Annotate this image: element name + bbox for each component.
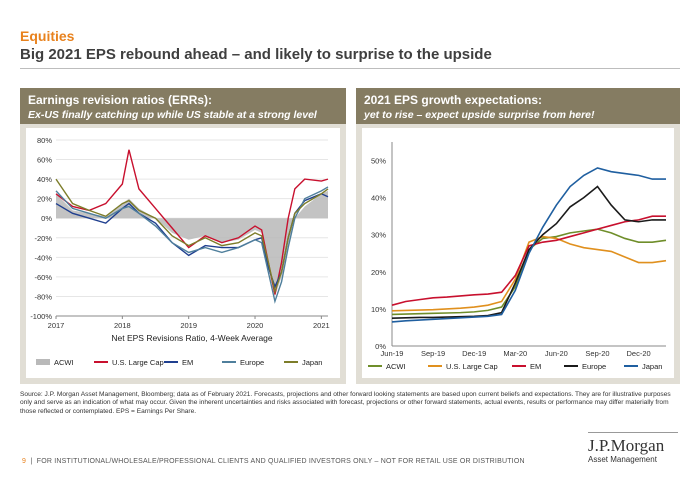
series-japan-line [391, 167, 666, 323]
y-tick-label: 0% [375, 342, 386, 351]
y-tick-label: 50% [371, 157, 386, 166]
left-panel-header: Earnings revision ratios (ERRs): Ex-US f… [20, 88, 346, 124]
page-number: 9 [22, 458, 27, 465]
series-us-large-cap-line [55, 149, 329, 295]
legend-label: U.S. Large Cap [446, 362, 498, 371]
legend-label: EM [182, 358, 193, 367]
series-europe-line [391, 185, 666, 319]
legend-label: EM [530, 362, 541, 371]
y-tick-label: 80% [37, 136, 52, 145]
page-title: Big 2021 EPS rebound ahead – and likely … [20, 46, 492, 63]
y-tick-label: 20% [371, 268, 386, 277]
right-chart-panel: 2021 EPS growth expectations: yet to ris… [356, 88, 680, 384]
y-tick-label: 10% [371, 305, 386, 314]
y-tick-label: 40% [371, 194, 386, 203]
right-panel-title: 2021 EPS growth expectations: [364, 93, 543, 107]
legend-label: U.S. Large Cap [112, 358, 164, 367]
y-tick-label: 30% [371, 231, 386, 240]
y-tick-label: 20% [37, 195, 52, 204]
x-tick-label: 2019 [180, 321, 197, 330]
y-tick-label: -80% [34, 292, 52, 301]
legend-label: Europe [240, 358, 264, 367]
left-panel-subtitle: Ex-US finally catching up while US stabl… [28, 109, 317, 121]
x-tick-label: Jun-19 [381, 349, 404, 358]
left-plot-area: 80% 60% 40% 20% 0% -20% -40% -60% -80% -100% 2017 2… [26, 128, 340, 378]
y-tick-label: -100% [30, 312, 52, 321]
x-tick-label: Sep-20 [585, 349, 609, 358]
footer-separator: | [28, 458, 35, 465]
footer: 9 | FOR INSTITUTIONAL/WHOLESALE/PROFESSI… [22, 458, 525, 465]
brand-subtitle: Asset Management [588, 455, 657, 464]
x-tick-label: 2017 [48, 321, 65, 330]
legend-swatch-acwi [36, 359, 50, 365]
brand-logo: J.P.Morgan Asset Management [588, 436, 664, 464]
legend-label: ACWI [386, 362, 406, 371]
series-acwi-area [56, 190, 328, 297]
x-tick-label: Sep-19 [421, 349, 445, 358]
x-tick-label: 2020 [247, 321, 264, 330]
y-tick-label: 60% [37, 156, 52, 165]
legend-label: Europe [582, 362, 606, 371]
eps-growth-chart: 50% 40% 30% 20% 10% 0%Jun-19 Sep-19 Dec-19 Mar-2… [368, 142, 667, 371]
legend-label: ACWI [54, 358, 74, 367]
y-tick-label: -40% [34, 253, 52, 262]
source-note: Source: J.P. Morgan Asset Management, Bl… [20, 391, 671, 415]
legend-label: Japan [642, 362, 662, 371]
left-chart-panel: Earnings revision ratios (ERRs): Ex-US f… [20, 88, 346, 384]
y-tick-label: 40% [37, 175, 52, 184]
y-tick-label: 0% [41, 214, 52, 223]
x-tick-label: Dec-19 [462, 349, 486, 358]
left-panel-title: Earnings revision ratios (ERRs): [28, 93, 213, 107]
brand-divider [588, 432, 678, 433]
series-em-line [391, 215, 666, 306]
series-europe-line [55, 186, 329, 304]
y-tick-label: -60% [34, 273, 52, 282]
err-chart: 80% 60% 40% 20% 0% -20% -40% -60% -80% -100%2017 2… [30, 136, 330, 367]
right-plot-area: 50% 40% 30% 20% 10% 0% Jun-19 Sep-19 Dec-19 Mar-2… [362, 128, 674, 378]
brand-name: J.P.Morgan [588, 436, 665, 455]
x-tick-label: Mar-20 [503, 349, 527, 358]
legend-label: Japan [302, 358, 322, 367]
footer-disclaimer: FOR INSTITUTIONAL/WHOLESALE/PROFESSIONAL… [36, 458, 525, 465]
y-tick-label: -20% [34, 234, 52, 243]
right-panel-subtitle: yet to rise – expect upside surprise fro… [364, 109, 595, 121]
section-label: Equities [20, 28, 75, 44]
x-tick-label: Jun-20 [545, 349, 568, 358]
x-tick-label: 2018 [114, 321, 131, 330]
chart-title: Net EPS Revisions Ratio, 4-Week Average [111, 333, 273, 343]
series-japan-line [55, 178, 329, 295]
series-us-large-cap-line [391, 235, 667, 312]
title-divider [20, 68, 680, 69]
x-tick-label: Dec-20 [627, 349, 651, 358]
x-tick-label: 2021 [313, 321, 330, 330]
right-panel-header: 2021 EPS growth expectations: yet to ris… [356, 88, 680, 124]
